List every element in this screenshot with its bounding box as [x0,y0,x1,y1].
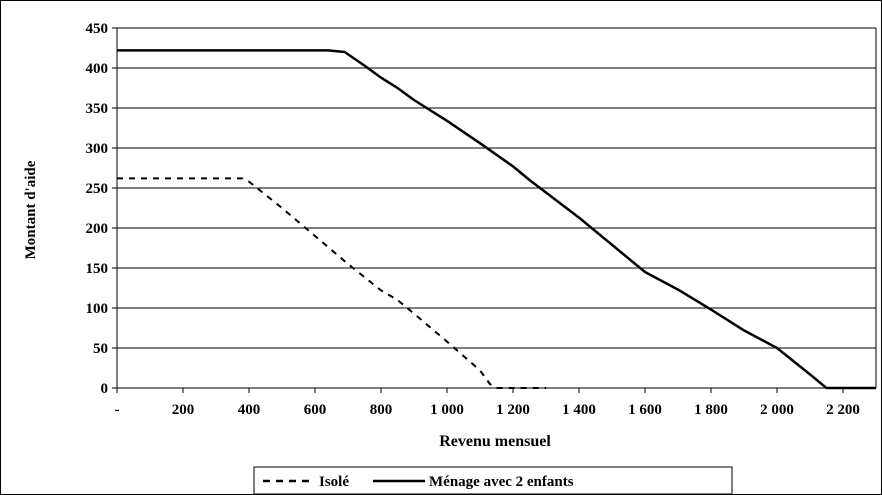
series-line-isole [117,177,546,389]
x-tick-label: 200 [172,402,195,418]
x-tick-label: 600 [304,402,327,418]
x-tick-label: 2 200 [826,402,860,418]
y-tick-label: 200 [86,221,109,237]
x-tick-label: - [115,402,120,418]
y-tick-label: 450 [86,21,109,37]
x-tick-label: 1 600 [628,402,662,418]
x-tick-label: 1 800 [694,402,728,418]
y-tick-label: 100 [86,301,109,317]
y-tick-label: 150 [86,261,109,277]
x-tick-label: 1 000 [430,402,464,418]
y-axis-title: Montant d'aide [23,160,39,259]
plot-area: 0 50 100 150 200 250 300 350 400 450 - 200 400 600 800… [86,21,877,418]
legend: Isolé Ménage avec 2 enfants [253,466,733,495]
x-tick-label: 2 000 [760,402,794,418]
y-tick-label: 50 [93,341,108,357]
y-tick-label: 400 [86,61,109,77]
y-tick-label: 250 [86,181,109,197]
legend-box [253,466,733,495]
series-line-menage [117,49,876,390]
y-tick-label: 350 [86,101,109,117]
x-axis-title: Revenu mensuel [439,433,551,450]
x-tick-label: 800 [370,402,393,418]
x-tick-label: 1 200 [496,402,530,418]
legend-label-menage: Ménage avec 2 enfants [429,474,574,490]
x-tick-label: 400 [238,402,261,418]
y-tick-label: 0 [101,381,109,397]
x-tick-label: 1 400 [562,402,596,418]
legend-label-isole: Isolé [319,474,349,490]
y-tick-label: 300 [86,141,109,157]
